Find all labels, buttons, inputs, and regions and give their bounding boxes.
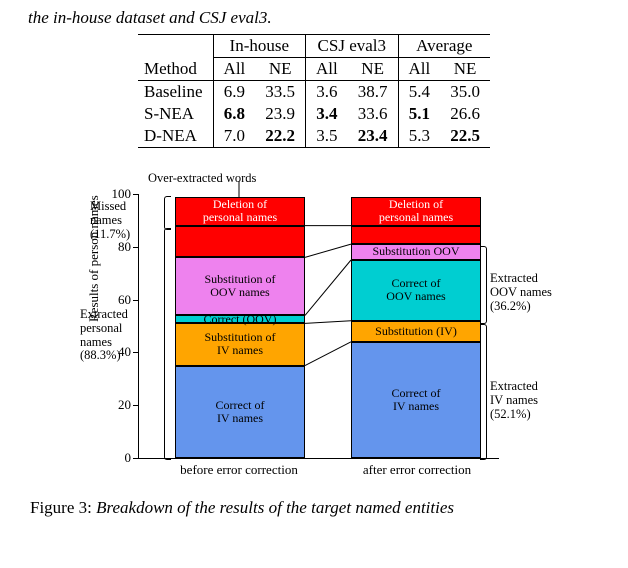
x-label-after: after error correction <box>322 462 512 478</box>
bar-segment-deletion: Deletion ofpersonal names <box>175 197 305 226</box>
sub-all-2: All <box>306 58 348 81</box>
cell-value: 22.2 <box>255 125 305 148</box>
cell-value: 26.6 <box>440 103 490 125</box>
cell-method: S-NEA <box>138 103 213 125</box>
sub-all-1: All <box>213 58 255 81</box>
bar-segment-iv_sub: Substitution ofIV names <box>175 323 305 365</box>
cell-value: 6.9 <box>213 81 255 104</box>
ann-over-extracted: Over-extracted words <box>148 172 256 186</box>
cell-value: 3.4 <box>306 103 348 125</box>
group-csj: CSJ eval3 <box>306 35 398 58</box>
bar-segment-iv_correct: Correct ofIV names <box>175 366 305 458</box>
brace-oov <box>480 246 487 324</box>
sub-all-3: All <box>398 58 440 81</box>
ann-extracted-iv: ExtractedIV names(52.1%) <box>490 380 568 421</box>
brace-extracted-personal <box>164 228 171 460</box>
blank-header <box>138 35 213 58</box>
cell-value: 33.5 <box>255 81 305 104</box>
bar-segment-oov_correct: Correct ofOOV names <box>351 260 481 321</box>
bar-segment-deletion <box>351 226 481 244</box>
cell-value: 3.6 <box>306 81 348 104</box>
y-tick-label: 60 <box>105 292 131 308</box>
bar-segment-deletion <box>175 226 305 258</box>
x-label-before: before error correction <box>144 462 334 478</box>
cell-value: 23.9 <box>255 103 305 125</box>
brace-iv <box>480 324 487 460</box>
figure-label: Figure 3: <box>30 498 96 517</box>
y-tick <box>133 300 139 301</box>
results-table: In-house CSJ eval3 Average Method All NE… <box>138 34 490 148</box>
figure-3: Results of person names 020406080100Corr… <box>28 166 600 496</box>
method-header: Method <box>138 58 213 81</box>
connector-line <box>305 260 351 315</box>
cell-value: 7.0 <box>213 125 255 148</box>
y-tick <box>133 405 139 406</box>
table-caption-continuation: the in-house dataset and CSJ eval3. <box>28 8 600 28</box>
table-row: Baseline6.933.53.638.75.435.0 <box>138 81 490 104</box>
cell-value: 3.5 <box>306 125 348 148</box>
group-avg: Average <box>398 35 490 58</box>
ann-missed-names: Missednames(11.7%) <box>90 200 138 241</box>
cell-value: 5.3 <box>398 125 440 148</box>
cell-value: 5.4 <box>398 81 440 104</box>
plot-area: 020406080100Correct ofIV namesSubstituti… <box>138 194 499 459</box>
y-tick <box>133 247 139 248</box>
bar-segment-deletion: Deletion ofpersonal names <box>351 197 481 226</box>
cell-value: 23.4 <box>348 125 398 148</box>
figure-caption-text: Breakdown of the results of the target n… <box>96 498 454 517</box>
bar-segment-oov_sub: Substitution ofOOV names <box>175 257 305 315</box>
y-tick-label: 0 <box>105 450 131 466</box>
bar-segment-iv_correct: Correct ofIV names <box>351 342 481 458</box>
cell-value: 38.7 <box>348 81 398 104</box>
connector-line <box>305 321 351 324</box>
bar-segment-oov_correct: Correct (OOV) <box>175 315 305 323</box>
connector-line <box>305 342 351 366</box>
bar-segment-oov_sub: Substitution OOV <box>351 244 481 260</box>
cell-value: 5.1 <box>398 103 440 125</box>
cell-method: D-NEA <box>138 125 213 148</box>
sub-ne-3: NE <box>440 58 490 81</box>
y-tick-label: 20 <box>105 397 131 413</box>
figure-caption: Figure 3: Breakdown of the results of th… <box>28 498 600 518</box>
cell-value: 33.6 <box>348 103 398 125</box>
cell-method: Baseline <box>138 81 213 104</box>
brace-missed <box>164 196 171 230</box>
sub-ne-2: NE <box>348 58 398 81</box>
ann-extracted-oov: ExtractedOOV names(36.2%) <box>490 272 568 313</box>
sub-ne-1: NE <box>255 58 305 81</box>
y-tick <box>133 194 139 195</box>
table-row: D-NEA7.022.23.523.45.322.5 <box>138 125 490 148</box>
connector-line <box>305 244 351 257</box>
ann-extracted-personal: Extractedpersonalnames(88.3%) <box>80 308 138 363</box>
group-inhouse: In-house <box>213 35 305 58</box>
y-tick <box>133 458 139 459</box>
cell-value: 22.5 <box>440 125 490 148</box>
cell-value: 35.0 <box>440 81 490 104</box>
table-row: S-NEA6.823.93.433.65.126.6 <box>138 103 490 125</box>
cell-value: 6.8 <box>213 103 255 125</box>
bar-segment-iv_sub: Substitution (IV) <box>351 321 481 342</box>
